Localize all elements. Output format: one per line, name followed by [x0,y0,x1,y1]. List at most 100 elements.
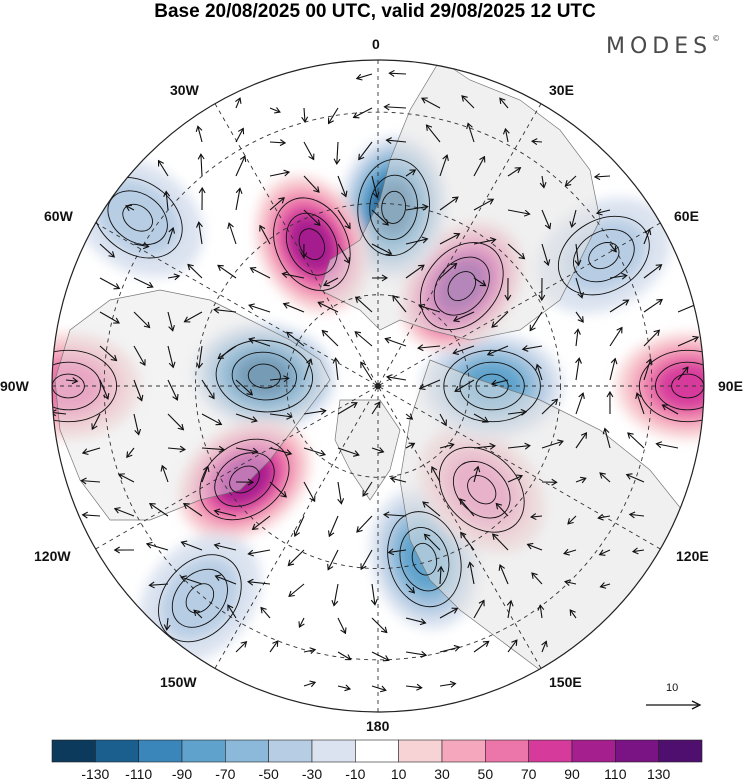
wind-arrow-head [451,607,459,614]
colorbar-tick-label: -130 [81,766,110,782]
wind-arrow-head [635,392,642,399]
wind-arrow-head [416,683,423,691]
contour-kamchatka-low [557,215,650,296]
wind-arrow [269,171,290,177]
wind-arrow-head [419,618,427,626]
wind-arrow-head [531,572,538,579]
wind-arrow [235,97,241,109]
wind-arrow [609,327,623,347]
wind-arrow [390,477,407,483]
wind-arrow [167,447,185,451]
wind-arrow-head [372,191,380,199]
wind-arrow-head [331,599,339,607]
wind-arrow [507,445,530,449]
wind-arrow [541,398,558,415]
wind-arrow [386,139,407,143]
wind-arrow [439,443,454,449]
anomaly-alaska-high-level [288,216,335,272]
wind-arrow-head [544,222,552,230]
wind-arrow-head [142,242,150,250]
wind-arrow [335,358,339,381]
wind-arrow-head [431,466,438,473]
wind-arrow-head [543,259,551,267]
wind-arrow [260,607,271,619]
wind-arrow-head [309,680,317,688]
graticule [52,60,704,712]
wind-arrow-head [382,511,390,519]
wind-arrow [575,243,580,266]
wind-arrow-head [278,197,285,204]
wind-arrow-head [91,423,98,431]
wind-arrow [632,549,645,553]
wind-arrow [235,379,253,396]
lon-label-30w: 30W [170,82,199,98]
wind-arrow [287,549,305,566]
wind-arrow [575,393,584,415]
colorbar-segment [51,739,96,763]
wind-arrow [371,401,381,415]
wind-arrow [133,345,146,366]
wind-arrow [337,651,351,661]
wind-arrow-head [506,599,514,607]
wind-arrow-head [193,609,200,616]
colorbar-segment [355,739,399,763]
wind-arrow [439,607,458,619]
wind-arrow-head [692,335,700,343]
wind-arrow-head [627,432,634,439]
wind-arrow [491,379,509,385]
wind-arrow [198,345,203,368]
wind-arrow [504,128,509,143]
wind-arrow-head [298,621,305,629]
wind-arrow [126,447,135,458]
wind-arrow [662,404,679,415]
wind-arrow-head [374,401,381,408]
wind-arrow-head [449,680,457,688]
colorbar-segment [528,739,573,763]
colorbar-segment [571,739,616,763]
wind-arrow-head [382,655,390,662]
wind-arrow-head [466,122,473,130]
wind-arrow-head [235,187,243,195]
wind-arrow [133,379,143,401]
wind-arrow-head [478,599,485,607]
wind-arrow [99,379,109,400]
wind-arrow [214,309,237,313]
wind-arrow [303,481,316,502]
wind-arrow [539,605,543,619]
wind-arrow-head [461,95,468,102]
wind-arrow [167,275,180,279]
wind-arrow-head [235,97,242,104]
colorbar-tick-label: -110 [125,766,153,782]
lon-label-150w: 150W [160,674,197,690]
wind-arrow-head [344,222,351,230]
latitude-circle [103,111,653,661]
wind-arrow [269,640,279,653]
wind-arrow-head [526,542,534,550]
wind-arrow [248,581,271,585]
wind-arrow [392,295,407,313]
colorbar-segment [268,739,313,763]
wind-arrow-head [110,354,118,362]
wind-arrow-head [354,331,362,338]
wind-arrow-head [317,301,325,308]
wind-arrow-head [656,298,664,306]
wind-arrow [288,583,305,597]
wind-arrow [499,564,509,585]
wind-arrow [563,549,577,555]
wind-arrow-head [563,579,571,587]
wind-arrow [65,379,78,382]
wind-arrow-head [479,280,487,287]
wind-arrow-head [452,348,460,356]
wind-arrow-head [387,548,395,556]
wind-arrow [507,243,525,260]
wind-arrow [609,243,617,253]
wind-arrow-head [71,377,79,385]
wind-arrow-head [288,590,295,598]
wind-arrow-head [380,626,388,634]
wind-arrow [636,392,645,415]
wind-arrow-head [370,599,378,606]
contour-alaska-high [298,228,326,261]
wind-arrow [564,581,577,585]
reference-arrow [646,700,702,710]
